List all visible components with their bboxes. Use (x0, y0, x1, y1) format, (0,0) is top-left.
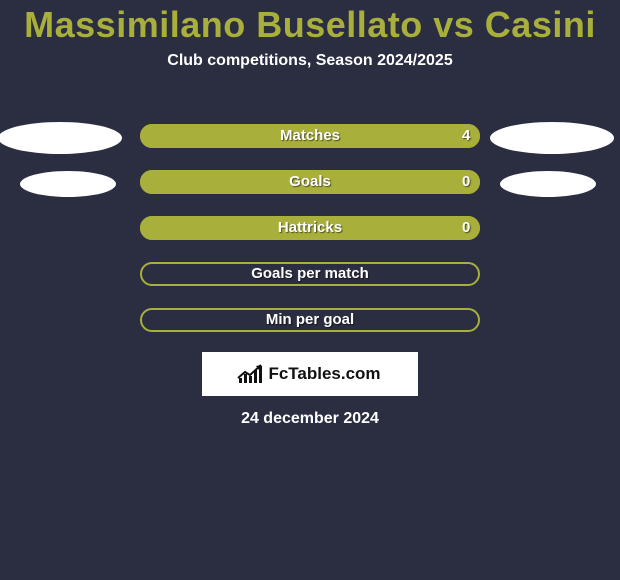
header: Massimilano Busellato vs Casini Club com… (0, 0, 620, 70)
comparison-row: Goals per match (0, 262, 620, 308)
bar-chart-icon (239, 365, 262, 383)
comparison-row: Min per goal (0, 308, 620, 354)
bar-track (140, 262, 480, 286)
comparison-infographic: Massimilano Busellato vs Casini Club com… (0, 0, 620, 580)
comparison-row: Goals0 (0, 170, 620, 216)
trend-arrow-icon (237, 363, 263, 381)
attribution-logo: FcTables.com (202, 352, 418, 396)
logo-inner: FcTables.com (239, 364, 380, 384)
bar-track (140, 308, 480, 332)
comparison-row: Hattricks0 (0, 216, 620, 262)
player-avatar-right (490, 122, 614, 154)
player-avatar-left (20, 171, 116, 197)
bar-fill (140, 216, 480, 240)
player-avatar-left (0, 122, 122, 154)
comparison-rows: Matches4Goals0Hattricks0Goals per matchM… (0, 124, 620, 354)
comparison-row: Matches4 (0, 124, 620, 170)
page-subtitle: Club competitions, Season 2024/2025 (0, 52, 620, 70)
player-avatar-right (500, 171, 596, 197)
date-text: 24 december 2024 (0, 410, 620, 428)
bar-fill (140, 170, 480, 194)
logo-text: FcTables.com (268, 364, 380, 384)
bar-fill (140, 124, 480, 148)
page-title: Massimilano Busellato vs Casini (24, 4, 596, 46)
